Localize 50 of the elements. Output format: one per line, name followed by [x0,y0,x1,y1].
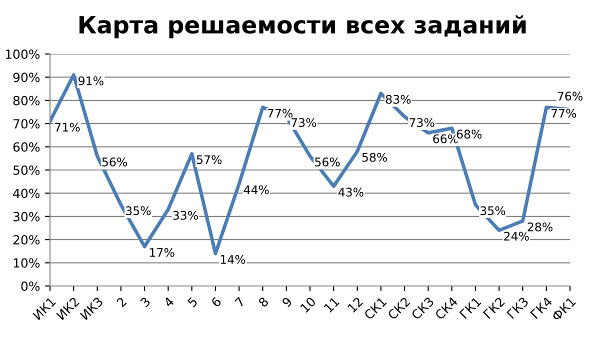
data-label: 77% [268,108,292,118]
y-tick-label: 10% [14,258,40,268]
x-tick-label: СК4 [434,296,458,320]
data-label: 33% [173,210,198,220]
data-label: 73% [292,118,316,128]
x-tick-label: 7 [234,296,246,308]
data-label: 56% [315,158,340,166]
data-label: 71% [55,122,80,132]
x-tick-label: 3 [140,296,151,308]
x-tick-label: 11 [324,296,340,313]
data-label: 83% [386,94,411,104]
data-label: 91% [78,76,104,86]
x-tick-label: 10 [300,296,316,313]
y-tick-label: 30% [13,212,40,222]
data-label: 57% [196,155,222,164]
y-tick-label: 50% [13,165,40,175]
data-label: 17% [150,248,174,257]
data-label: 43% [338,188,364,197]
data-label: 58% [362,152,388,162]
x-tick-label: СК3 [410,296,434,320]
data-label: 73% [410,118,434,128]
chart-title: Карта решаемости всех заданий [80,15,526,38]
data-label: 28% [528,222,552,232]
y-tick-label: 0% [21,281,40,291]
x-tick-label: 9 [281,296,293,308]
x-tick-label: 6 [210,296,222,308]
x-tick-label: 8 [258,296,269,308]
x-tick-label: СК1 [363,296,387,320]
data-label: 14% [220,254,246,264]
y-tick-label: 90% [13,72,40,82]
data-label: 56% [102,158,128,166]
y-tick-label: 20% [13,235,40,245]
data-label: 76% [558,92,582,101]
data-label: 35% [480,206,506,216]
y-tick-label: 40% [13,188,40,198]
data-label: 68% [456,130,482,139]
y-tick-label: 70% [14,119,40,129]
data-label: 77% [552,108,576,118]
y-tick-label: 60% [13,142,40,152]
data-label: 35% [126,206,151,216]
x-tick-label: СК2 [387,296,410,320]
data-label: 24% [504,232,529,241]
data-label: 44% [244,185,269,194]
x-tick-label: 4 [163,296,174,308]
x-tick-label: 2 [116,296,127,308]
y-tick-label: 100% [6,49,40,59]
x-tick-label: 12 [347,296,364,313]
x-tick-label: ГК1 [459,296,482,319]
y-tick-label: 80% [13,96,40,106]
x-tick-label: 5 [187,296,198,308]
